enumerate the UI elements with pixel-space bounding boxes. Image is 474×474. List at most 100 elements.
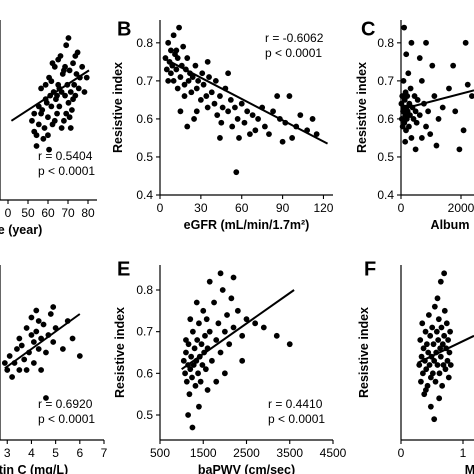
data-point: [192, 62, 199, 69]
data-point: [441, 270, 448, 277]
data-point: [429, 370, 436, 377]
data-point: [225, 70, 232, 77]
data-point: [443, 320, 450, 327]
data-point: [289, 135, 296, 141]
data-point: [184, 55, 191, 61]
data-point: [407, 85, 414, 92]
data-point: [66, 114, 73, 121]
data-point: [273, 332, 280, 339]
data-point: [163, 66, 170, 73]
data-point: [199, 70, 206, 77]
data-point: [72, 53, 79, 59]
data-point: [423, 123, 429, 130]
data-point: [42, 81, 49, 88]
x-axis-title: baPWV (cm/sec): [198, 463, 295, 474]
data-point: [427, 332, 434, 339]
correlation-r-label: r = 0.6920: [38, 397, 93, 411]
data-point: [195, 370, 201, 377]
data-point: [433, 142, 440, 149]
data-point: [423, 341, 430, 348]
data-point: [425, 312, 432, 318]
data-point: [199, 362, 206, 368]
data-point: [46, 146, 52, 153]
data-point: [450, 62, 457, 69]
data-point: [249, 112, 256, 119]
data-point: [174, 55, 181, 61]
data-point: [422, 328, 429, 335]
data-point: [191, 116, 197, 122]
data-point: [435, 337, 442, 343]
regression-line: [181, 289, 295, 370]
panel-letter: B: [117, 19, 131, 41]
data-point: [406, 123, 412, 130]
data-point: [247, 131, 253, 138]
data-point: [23, 325, 30, 331]
data-point: [79, 63, 86, 70]
data-point: [63, 42, 70, 49]
data-point: [198, 341, 205, 348]
data-point: [464, 81, 471, 88]
x-tick-label: 30: [194, 201, 208, 215]
x-tick-label: 1: [460, 446, 467, 460]
data-point: [431, 303, 438, 310]
data-point: [38, 367, 45, 373]
correlation-r-label: r = -0.6062: [265, 31, 324, 45]
data-point: [244, 108, 251, 115]
data-point: [61, 117, 67, 124]
data-point: [452, 108, 459, 115]
data-point: [431, 93, 438, 99]
data-point: [229, 123, 236, 130]
data-point: [418, 135, 425, 141]
data-point: [81, 89, 88, 95]
data-point: [54, 92, 60, 99]
data-point: [70, 60, 76, 67]
panel-b: 0 30 60 90 120 0.4 0.5 0.6 0.7 0.8 eGFR (mL/min/1.…: [111, 19, 334, 232]
x-tick-label: 5: [52, 446, 59, 460]
data-point: [73, 71, 80, 77]
x-tick-label: 90: [276, 201, 290, 215]
x-tick-label: 0: [398, 201, 405, 215]
data-point: [217, 270, 224, 277]
x-tick-label: 3: [4, 446, 11, 460]
data-point: [67, 125, 74, 131]
data-point: [270, 108, 276, 115]
x-tick-label: 80: [81, 206, 95, 220]
data-point: [188, 353, 195, 360]
data-point: [434, 362, 441, 368]
data-point: [71, 81, 78, 88]
data-point: [297, 112, 304, 119]
data-point: [224, 312, 230, 318]
data-point: [40, 135, 47, 142]
x-tick-label: 4: [28, 446, 35, 460]
x-tick-label: 60: [235, 201, 249, 215]
data-point: [445, 337, 452, 343]
data-point: [186, 391, 193, 398]
x-tick-label: 120: [313, 201, 333, 215]
y-tick-label: 0.8: [136, 283, 153, 297]
data-point: [313, 131, 320, 138]
x-axis-title: eGFR (mL/min/1.7m²): [184, 218, 310, 232]
panel-letter: F: [364, 259, 376, 281]
data-point: [446, 349, 453, 356]
data-point: [439, 341, 446, 348]
data-point: [239, 332, 246, 339]
data-point: [184, 123, 191, 130]
data-point: [191, 345, 198, 352]
regression-line: [10, 69, 90, 122]
data-point: [50, 339, 57, 345]
data-point: [35, 346, 42, 352]
panel-letter: E: [117, 259, 130, 281]
data-point: [427, 131, 434, 138]
data-point: [195, 77, 202, 84]
data-point: [441, 332, 448, 339]
data-point: [234, 116, 241, 122]
data-point: [173, 47, 180, 54]
y-tick-label: 0.6: [136, 112, 153, 126]
data-point: [28, 332, 35, 338]
y-tick-label: 0.6: [377, 112, 394, 126]
x-tick-label: 500: [150, 446, 170, 460]
data-point: [437, 353, 444, 360]
data-point: [30, 360, 37, 366]
data-point: [33, 307, 40, 314]
